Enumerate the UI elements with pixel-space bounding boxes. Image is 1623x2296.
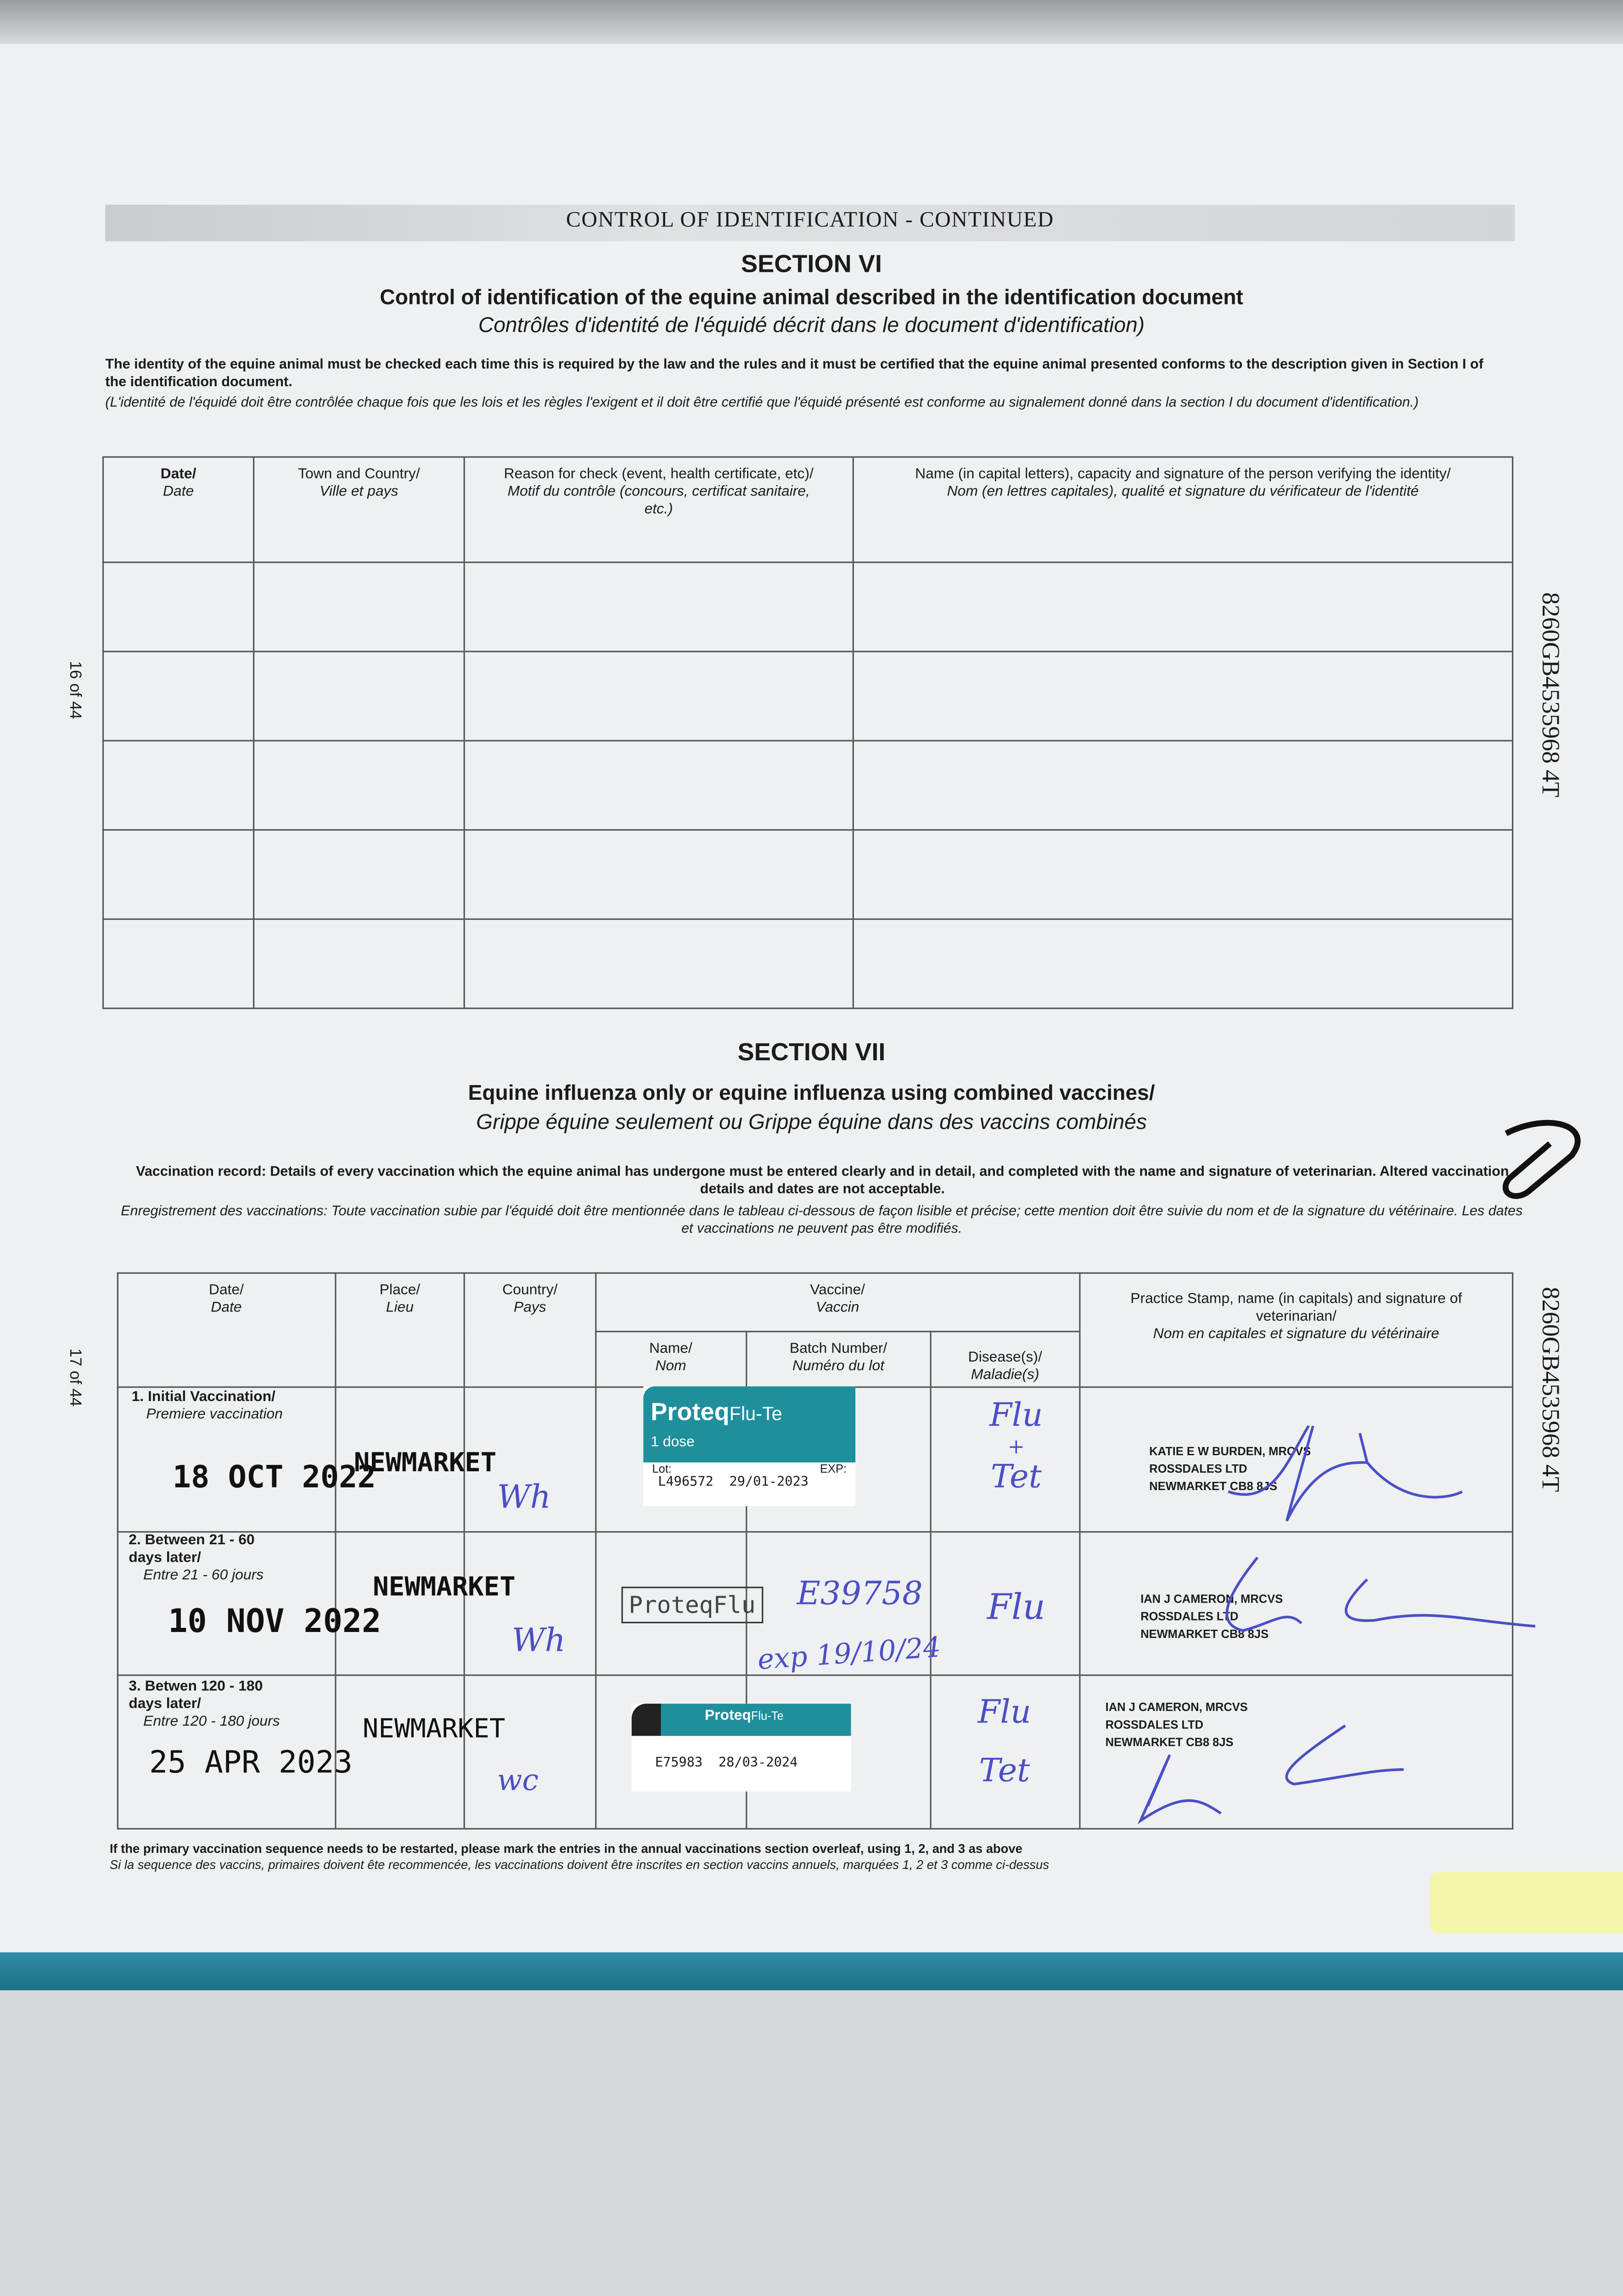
- signature-row-3: [1137, 1724, 1404, 1824]
- section-6-title-fr: Contrôles d'identité de l'équidé décrit …: [478, 314, 1145, 338]
- col-date: Date/Date: [102, 456, 255, 563]
- row-2-vaccine-stamp: ProteqFlu: [621, 1587, 763, 1624]
- sticky-note: [1430, 1872, 1623, 1934]
- col-place: Place/Lieu: [334, 1272, 466, 1388]
- col-reason: Reason for check (event, health certific…: [463, 456, 854, 563]
- col-vaccine: Vaccine/Vaccin: [594, 1272, 1081, 1333]
- row-1-disease: Flu + Tet: [989, 1398, 1043, 1496]
- row-2-place-stamp: NEWMARKET: [373, 1572, 516, 1603]
- section-6-title-en: Control of identification of the equine …: [380, 287, 1243, 310]
- row-3-vaccine-label: ProteqFlu-Te E75983 28/03-2024: [631, 1704, 851, 1792]
- vaccination-row-1: [117, 1386, 1514, 1533]
- signature-row-1: [1228, 1425, 1463, 1522]
- row-2-disease: Flu: [987, 1587, 1045, 1628]
- section-7-title-fr: Grippe équine seulement ou Grippe équine…: [476, 1111, 1147, 1135]
- row-1-vet-stamp: KATIE E W BURDEN, MRCVS ROSSDALES LTD NEWM…: [1149, 1445, 1311, 1493]
- col-country: Country/Pays: [464, 1272, 596, 1388]
- col-batch: Batch Number/Numéro du lot: [745, 1331, 932, 1388]
- row-2-batch: E39758: [797, 1576, 923, 1613]
- section-7-title-en: Equine influenza only or equine influenz…: [468, 1082, 1155, 1106]
- row-1-place-stamp: NEWMARKET: [354, 1447, 497, 1479]
- col-town: Town and Country/Ville et pays: [253, 456, 465, 563]
- page-header: CONTROL OF IDENTIFICATION - CONTINUED: [566, 209, 1054, 233]
- row-1-date-stamp: 18 OCT 2022: [172, 1459, 376, 1495]
- table-row: [102, 651, 1514, 742]
- row-2-label: 2. Between 21 - 60 days later/Entre 21 -…: [129, 1532, 264, 1584]
- table-row: [102, 829, 1514, 920]
- table-row: [102, 740, 1514, 831]
- col-vet: Practice Stamp, name (in capitals) and s…: [1079, 1272, 1514, 1388]
- restart-note: If the primary vaccination sequence need…: [109, 1841, 1049, 1872]
- identity-check-table: Date/Date Town and Country/Ville et pays…: [102, 456, 1514, 1009]
- section-7-heading: SECTION VII: [737, 1038, 886, 1066]
- signature-row-2: [1225, 1556, 1536, 1632]
- row-3-place-stamp: NEWMARKET: [362, 1714, 505, 1745]
- section-6-heading: SECTION VI: [741, 250, 882, 278]
- row-3-vet-stamp: IAN J CAMERON, MRCVS ROSSDALES LTD NEWMARK…: [1105, 1700, 1248, 1749]
- col-vaccine-name: Name/Nom: [594, 1331, 747, 1388]
- paperclip-icon: [1502, 1120, 1581, 1199]
- page-number-17: 17 of 44: [66, 1348, 84, 1407]
- passport-cover-edge: [0, 1952, 1623, 1991]
- vaccination-table: Date/Date Place/Lieu Country/Pays Vaccin…: [117, 1272, 1514, 1830]
- row-1-initials: Wh: [497, 1480, 551, 1517]
- page-header-bar: [105, 204, 1515, 242]
- row-2-initials: Wh: [511, 1623, 566, 1660]
- section-6-intro-fr: (L'identité de l'équidé doit être contrô…: [105, 394, 1419, 411]
- vaccination-row-2: [117, 1531, 1514, 1676]
- col-verifier: Name (in capital letters), capacity and …: [852, 456, 1514, 563]
- vaccination-row-3: [117, 1674, 1514, 1830]
- section-7-intro-fr: Enregistrement des vaccinations: Toute v…: [121, 1204, 1523, 1238]
- row-2-date-stamp: 10 NOV 2022: [168, 1604, 382, 1641]
- scan-edge: [0, 0, 1623, 44]
- col-date: Date/Date: [117, 1272, 336, 1388]
- row-1-label: 1. Initial Vaccination/Premiere vaccinat…: [131, 1389, 283, 1423]
- passport-id-bottom: 8260GB4535968 4T: [1537, 1287, 1565, 1492]
- col-disease: Disease(s)/Maladie(s): [929, 1331, 1081, 1388]
- row-2-vet-stamp: IAN J CAMERON, MRCVS ROSSDALES LTD NEWMARK…: [1140, 1593, 1283, 1641]
- row-3-disease: Flu Tet: [977, 1695, 1031, 1790]
- row-1-vaccine-label: ProteqFlu-Te 1 dose Lot: EXP: L496572 29/…: [643, 1386, 856, 1507]
- row-3-initials: wc: [497, 1762, 539, 1797]
- section-7-intro-en: Vaccination record: Details of every vac…: [136, 1164, 1509, 1198]
- section-6-intro-en: The identity of the equine animal must b…: [105, 357, 1483, 391]
- row-3-date-stamp: 25 APR 2023: [149, 1745, 353, 1780]
- row-3-label: 3. Betwen 120 - 180 days later/Entre 120…: [129, 1679, 280, 1730]
- table-row: [102, 918, 1514, 1009]
- table-row: [102, 561, 1514, 653]
- scanner-background: [0, 1990, 1623, 2296]
